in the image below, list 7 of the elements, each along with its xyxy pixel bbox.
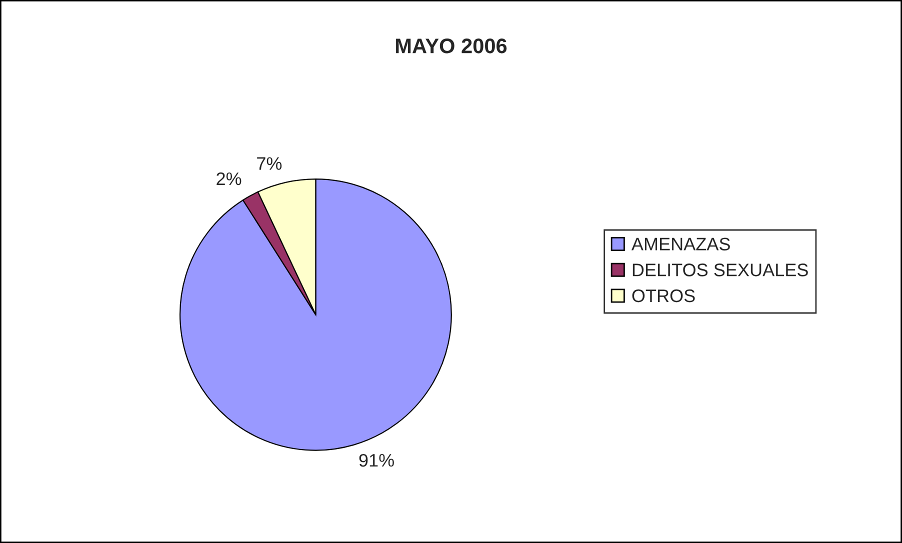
data-label: 7% bbox=[257, 157, 282, 170]
legend-label: OTROS bbox=[632, 289, 695, 302]
data-label: 2% bbox=[216, 172, 242, 186]
legend-label: DELITOS SEXUALES bbox=[632, 264, 808, 276]
chart-title: MAYO 2006 bbox=[396, 38, 507, 54]
data-label: 91% bbox=[359, 454, 394, 467]
legend-label: AMENAZAS bbox=[631, 238, 730, 250]
